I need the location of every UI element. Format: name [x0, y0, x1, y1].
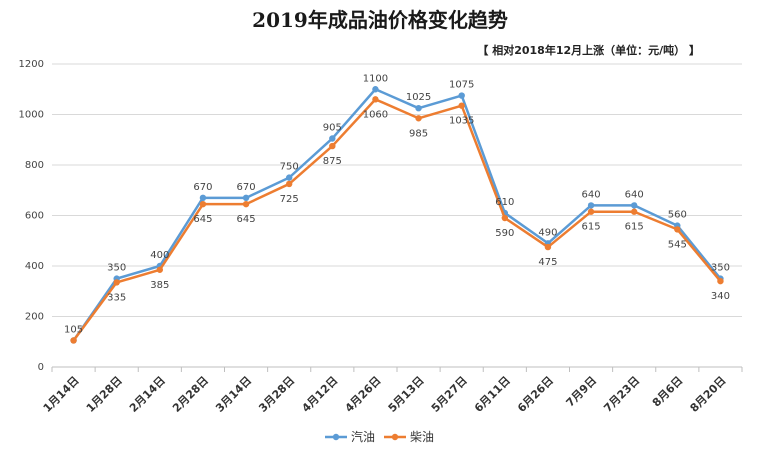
legend-swatch-marker [391, 433, 399, 441]
legend-label: 汽油 [351, 429, 375, 444]
data-label: 350 [107, 263, 126, 274]
x-tick-label: 6月26日 [515, 374, 556, 415]
data-point [458, 102, 465, 109]
y-tick-label: 1000 [19, 110, 44, 121]
y-tick-label: 200 [25, 312, 44, 323]
data-point [458, 92, 465, 99]
data-point [242, 194, 250, 202]
data-label: 475 [538, 257, 557, 268]
x-tick-label: 5月13日 [386, 374, 427, 415]
data-point [415, 115, 422, 122]
data-point [329, 142, 336, 150]
x-tick-label: 3月14日 [213, 374, 254, 415]
x-tick-label: 7月23日 [601, 374, 642, 415]
data-point [113, 279, 120, 286]
y-tick-label: 800 [25, 160, 44, 171]
x-tick-label: 6月11日 [472, 374, 513, 415]
data-label: 490 [538, 227, 557, 238]
x-tick-label: 1月28日 [84, 374, 125, 415]
data-label: 105 [64, 324, 83, 335]
x-tick-label: 4月26日 [343, 374, 384, 415]
data-label: 590 [495, 228, 514, 239]
x-tick-label: 4月12日 [299, 374, 340, 415]
legend-swatch-marker [332, 433, 340, 441]
chart-subtitle: 【 相对2018年12月上涨（单位：元/吨） 】 [477, 44, 700, 57]
data-label: 905 [323, 122, 342, 133]
x-tick-label: 8月6日 [650, 374, 686, 410]
data-point [329, 135, 336, 142]
data-label: 725 [280, 194, 299, 205]
data-label: 1035 [449, 116, 474, 127]
data-label: 1025 [406, 92, 431, 103]
data-label: 615 [625, 222, 644, 233]
data-label: 640 [582, 189, 601, 200]
data-point [674, 226, 681, 233]
data-point [156, 266, 164, 273]
data-point [717, 277, 724, 285]
x-tick-label: 1月14日 [41, 374, 82, 415]
data-label: 645 [193, 214, 212, 225]
data-label: 610 [495, 197, 514, 208]
data-point [199, 200, 207, 208]
data-label: 400 [150, 250, 169, 261]
data-point [285, 180, 293, 188]
data-point [587, 208, 595, 215]
data-label: 1100 [363, 73, 388, 84]
data-point [285, 174, 293, 181]
data-label: 985 [409, 128, 428, 139]
data-label: 875 [323, 156, 342, 167]
data-label: 350 [711, 263, 730, 274]
data-label: 385 [150, 280, 169, 291]
data-label: 335 [107, 292, 126, 303]
data-point [199, 194, 207, 202]
series-line-gasoline [72, 88, 722, 342]
x-tick-label: 8月20日 [688, 374, 729, 415]
chart-title: 2019年成品油价格变化趋势 [252, 8, 508, 32]
data-label: 645 [237, 214, 256, 225]
data-point [630, 202, 638, 209]
data-label: 615 [582, 222, 601, 233]
data-label: 670 [193, 182, 212, 193]
x-tick-label: 7月9日 [564, 374, 600, 410]
data-label: 670 [237, 182, 256, 193]
data-point [501, 214, 509, 222]
series-line-diesel [72, 98, 722, 342]
legend-label: 柴油 [410, 430, 434, 444]
x-tick-label: 5月27日 [429, 374, 470, 415]
data-point [372, 86, 379, 93]
data-point [630, 208, 638, 215]
data-label: 1075 [449, 80, 474, 91]
data-point [242, 200, 250, 208]
y-tick-label: 600 [25, 211, 44, 222]
y-tick-label: 400 [25, 261, 44, 272]
data-point [70, 337, 77, 344]
y-tick-label: 1200 [19, 59, 44, 70]
x-tick-label: 2月14日 [127, 374, 168, 415]
x-tick-label: 2月28日 [170, 374, 211, 415]
data-label: 560 [668, 210, 687, 221]
data-label: 640 [625, 189, 644, 200]
data-label: 340 [711, 291, 730, 302]
data-label: 1060 [363, 109, 388, 120]
data-label: 545 [668, 239, 687, 250]
data-point [587, 202, 595, 209]
x-tick-label: 3月28日 [256, 374, 297, 415]
y-tick-label: 0 [38, 362, 44, 373]
data-point [415, 104, 422, 112]
data-point [372, 96, 379, 103]
data-label: 750 [280, 162, 299, 173]
data-point [544, 243, 552, 251]
